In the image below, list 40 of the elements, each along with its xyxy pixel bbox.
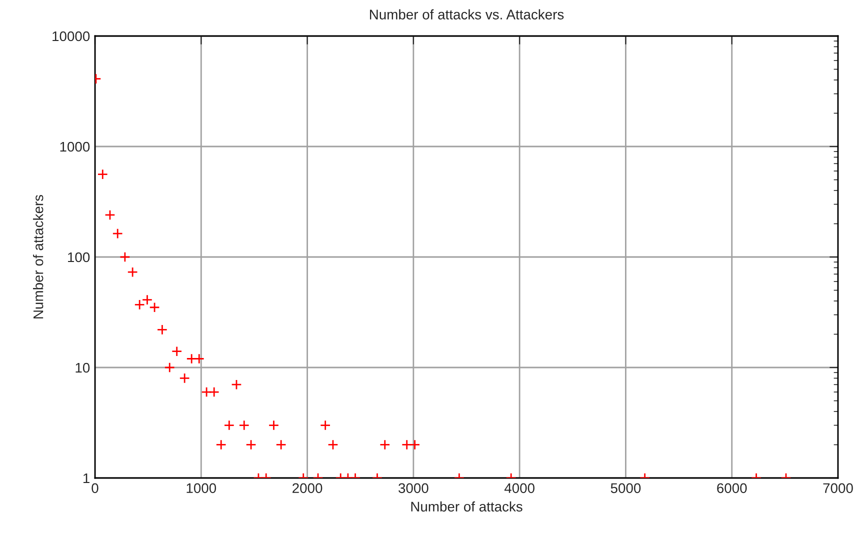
point: [231, 379, 242, 390]
point: [320, 420, 331, 431]
point: [216, 439, 226, 450]
x-tick-label: 0: [92, 483, 98, 494]
point: [149, 302, 160, 313]
x-tick-label: 6000: [717, 483, 747, 494]
x-tick-label: 3000: [398, 483, 428, 494]
point: [224, 420, 235, 431]
point: [401, 439, 412, 450]
y-tick-label: 1: [83, 473, 90, 484]
x-tick-label: 5000: [610, 483, 641, 494]
point: [328, 439, 338, 450]
point: [120, 252, 130, 262]
y-axis-title: Number of attackers: [33, 194, 44, 318]
point: [104, 210, 116, 220]
point: [268, 420, 280, 431]
point: [97, 168, 108, 180]
point: [171, 346, 182, 357]
point: [127, 266, 138, 278]
point: [380, 439, 390, 450]
point: [164, 362, 175, 373]
y-tick-label: 10: [76, 362, 90, 373]
point: [201, 386, 212, 398]
point: [409, 439, 420, 450]
point: [208, 386, 220, 398]
point: [156, 324, 168, 336]
y-tick-label: 10000: [52, 31, 90, 42]
y-tick-label: 1000: [60, 142, 90, 152]
x-tick-label: 4000: [504, 483, 534, 494]
x-tick-label: 1000: [186, 483, 216, 494]
x-tick-label: 2000: [292, 483, 322, 494]
x-tick-label: 7000: [823, 483, 853, 494]
x-axis-title: Number of attacks: [411, 501, 522, 512]
y-tick-label: 100: [68, 252, 90, 262]
point: [246, 439, 256, 450]
point: [112, 228, 123, 239]
chart-title: Number of attacks vs. Attackers: [370, 9, 564, 20]
point: [238, 420, 250, 431]
point: [179, 372, 190, 384]
point: [276, 439, 286, 450]
